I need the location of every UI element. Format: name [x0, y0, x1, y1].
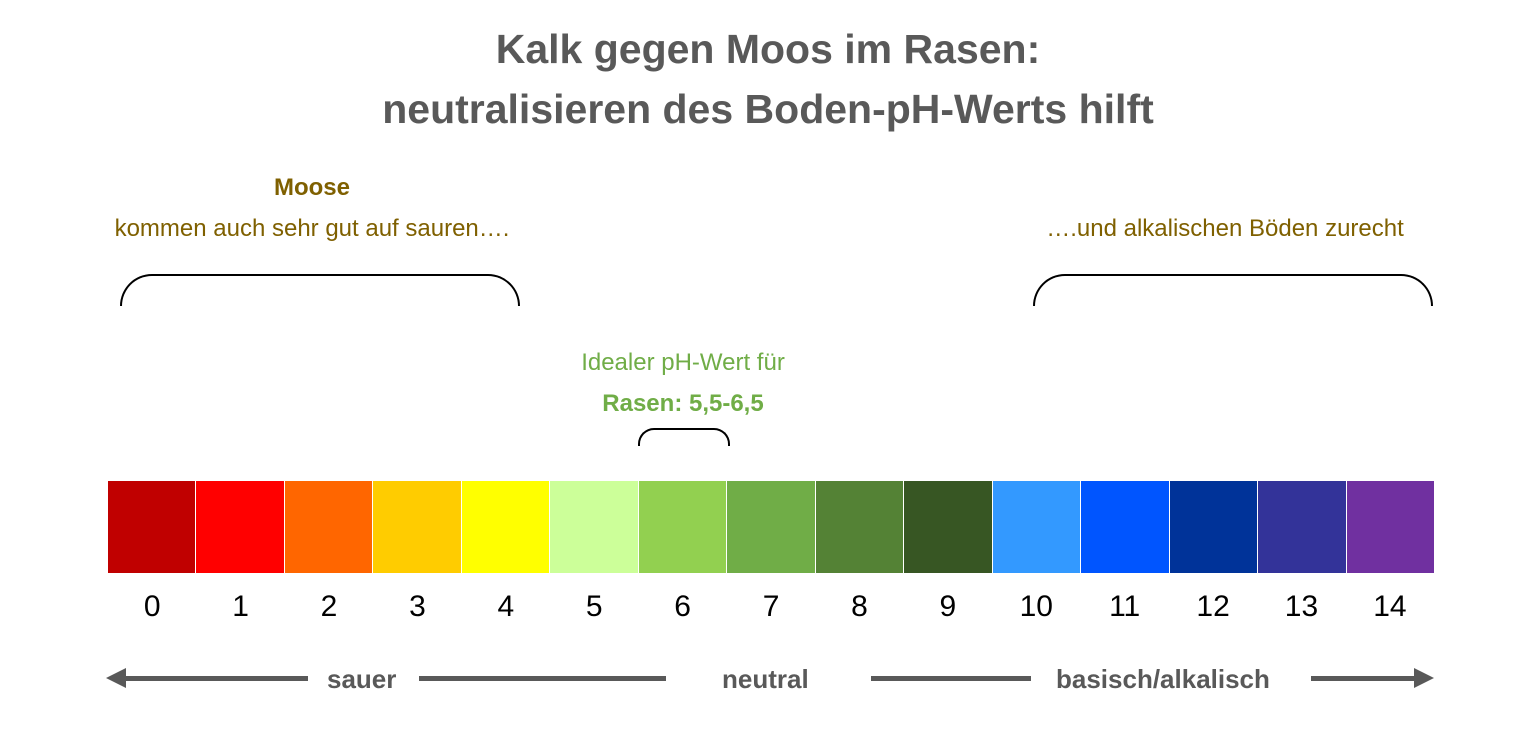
ph-value-labels: 0 1 2 3 4 5 6 7 8 9 10 11 12 13 14: [108, 590, 1434, 624]
ph-value-10: 10: [1019, 590, 1053, 623]
ph-value-11: 11: [1109, 590, 1141, 623]
ph-cell-4: [461, 481, 551, 573]
ph-cell-9: [904, 481, 993, 573]
ideal-ph-range: Rasen: 5,5-6,5: [602, 390, 764, 417]
ph-value-13: 13: [1284, 590, 1319, 623]
ph-value-14: 14: [1373, 590, 1407, 623]
ph-cell-14: [1346, 481, 1435, 573]
ph-cell-3: [373, 481, 462, 573]
ph-value-9: 9: [939, 590, 957, 623]
ph-cell-12: [1169, 481, 1259, 573]
ph-cell-13: [1258, 481, 1347, 573]
arrow-right-icon: [1414, 668, 1434, 688]
ph-value-1: 1: [232, 590, 249, 623]
ph-value-8: 8: [851, 590, 868, 623]
ph-cell-10: [992, 481, 1082, 573]
ph-value-5: 5: [585, 590, 603, 623]
moss-acidic-text: kommen auch sehr gut auf sauren….: [114, 215, 510, 242]
ideal-ph-label: Idealer pH-Wert für: [581, 349, 785, 376]
axis-line: [419, 676, 666, 681]
ph-value-7: 7: [762, 590, 780, 623]
ph-value-0: 0: [143, 590, 161, 623]
ph-color-scale: [108, 481, 1435, 573]
ph-cell-8: [815, 481, 905, 573]
ph-cell-6: [638, 481, 728, 573]
ph-value-2: 2: [320, 590, 338, 623]
ph-cell-1: [196, 481, 285, 573]
ph-value-6: 6: [674, 590, 691, 623]
arrow-left-icon: [106, 668, 126, 688]
ph-cell-0: [108, 481, 197, 573]
moss-alkaline-text: ….und alkalischen Böden zurecht: [1046, 215, 1404, 242]
acid-label: sauer: [327, 664, 397, 694]
basic-label: basisch/alkalisch: [1056, 664, 1270, 694]
moss-heading: Moose: [273, 174, 350, 201]
ideal-range-brace: [638, 428, 730, 446]
alkaline-range-brace: [1033, 274, 1433, 306]
title-line-1: Kalk gegen Moos im Rasen:: [495, 26, 1041, 72]
ph-cell-2: [284, 481, 374, 573]
axis-line: [1311, 676, 1415, 681]
axis-line: [122, 676, 308, 681]
ph-value-12: 12: [1196, 590, 1230, 623]
ph-value-3: 3: [409, 590, 426, 623]
acidic-range-brace: [120, 274, 520, 306]
ph-cell-7: [727, 481, 816, 573]
ph-cell-5: [550, 481, 639, 573]
axis-line: [871, 676, 1031, 681]
title-line-2: neutralisieren des Boden-pH-Werts hilft: [382, 86, 1154, 132]
neutral-label: neutral: [722, 664, 809, 694]
ph-cell-11: [1081, 481, 1170, 573]
ph-value-4: 4: [497, 590, 515, 623]
